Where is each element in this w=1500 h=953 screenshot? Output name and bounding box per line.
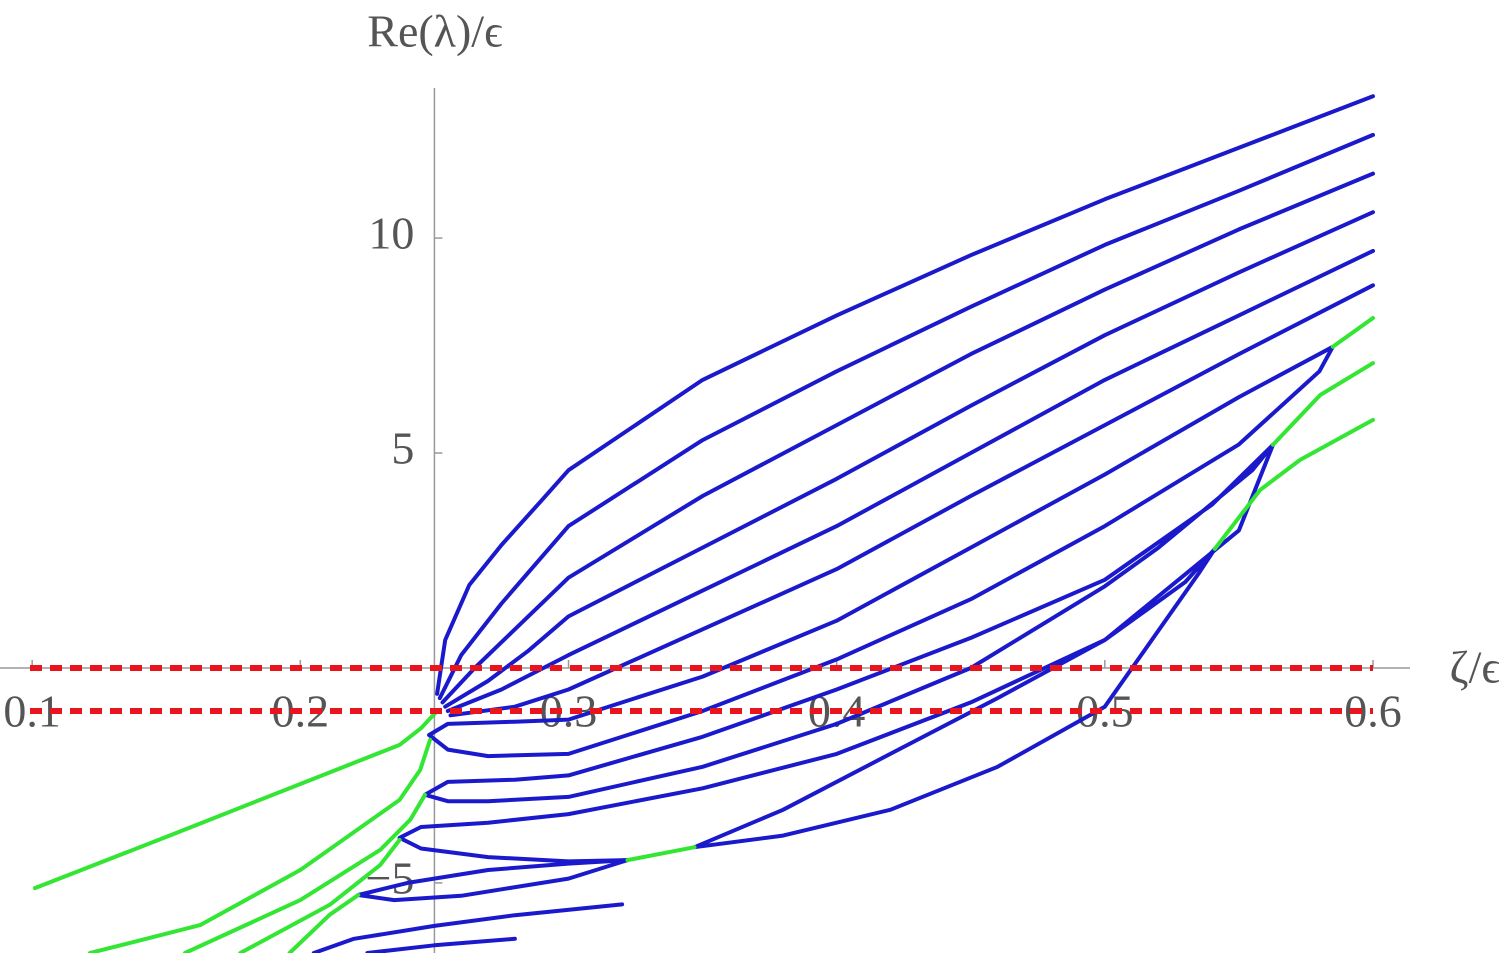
y-tick-label: 10	[368, 208, 414, 259]
y-axis-label: Re(λ)/ϵ	[367, 6, 502, 57]
curve	[437, 132, 1375, 701]
curve	[443, 210, 1375, 709]
curve	[88, 737, 433, 953]
curve	[32, 709, 440, 891]
curve	[1330, 316, 1375, 349]
curve	[1271, 361, 1375, 447]
curve	[448, 283, 1375, 718]
x-tick-label: 0.3	[540, 686, 598, 737]
y-tick-label: −5	[365, 852, 414, 903]
curve	[445, 248, 1375, 713]
curve	[1212, 417, 1375, 551]
curve	[183, 792, 427, 953]
curve	[423, 442, 1275, 804]
x-axis-label: ζ/ϵ	[1450, 642, 1500, 693]
curve	[625, 845, 697, 863]
curve	[365, 936, 517, 953]
curve	[435, 94, 1375, 696]
curve	[692, 546, 1217, 850]
curve	[287, 893, 361, 953]
x-tick-label: 0.5	[1076, 686, 1134, 737]
curve	[238, 837, 402, 953]
y-tick-label: 5	[391, 423, 414, 474]
curve	[311, 902, 625, 953]
curve	[440, 171, 1375, 705]
